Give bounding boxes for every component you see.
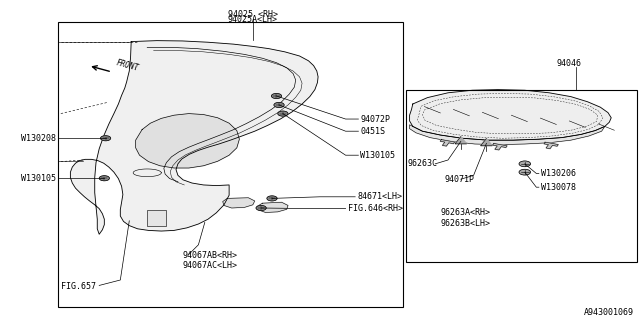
- Text: W130105: W130105: [21, 174, 56, 183]
- Polygon shape: [410, 125, 605, 145]
- Polygon shape: [410, 90, 611, 140]
- Circle shape: [100, 136, 111, 141]
- Text: 84671<LH>: 84671<LH>: [357, 192, 402, 201]
- Polygon shape: [493, 143, 507, 150]
- Polygon shape: [223, 198, 255, 208]
- Text: 94025A<LH>: 94025A<LH>: [228, 15, 278, 24]
- Bar: [147, 210, 166, 226]
- Text: 96263A<RH>: 96263A<RH>: [440, 208, 490, 217]
- Polygon shape: [136, 114, 239, 168]
- Circle shape: [278, 111, 288, 116]
- Polygon shape: [440, 140, 454, 146]
- Bar: [406, 90, 637, 262]
- Bar: [58, 22, 403, 307]
- Circle shape: [271, 93, 282, 99]
- Text: W130208: W130208: [21, 134, 56, 143]
- Polygon shape: [455, 137, 467, 144]
- Circle shape: [99, 176, 109, 181]
- Text: W130105: W130105: [360, 151, 396, 160]
- Polygon shape: [544, 142, 558, 149]
- Text: 94072P: 94072P: [360, 115, 390, 124]
- Text: 94067AC<LH>: 94067AC<LH>: [182, 261, 237, 270]
- Text: FIG.646<RH>: FIG.646<RH>: [348, 204, 403, 213]
- Text: W130078: W130078: [541, 183, 576, 192]
- Circle shape: [256, 205, 266, 211]
- Text: 94046: 94046: [557, 60, 582, 68]
- Polygon shape: [481, 139, 492, 146]
- Text: 94025 <RH>: 94025 <RH>: [228, 10, 278, 19]
- Text: 96263C: 96263C: [407, 159, 437, 168]
- Text: A943001069: A943001069: [584, 308, 634, 317]
- Circle shape: [519, 169, 531, 175]
- Circle shape: [274, 102, 284, 108]
- Polygon shape: [70, 41, 318, 234]
- Circle shape: [267, 196, 277, 201]
- Text: FIG.657: FIG.657: [61, 282, 96, 291]
- Text: 96263B<LH>: 96263B<LH>: [440, 219, 490, 228]
- Text: 94067AB<RH>: 94067AB<RH>: [182, 252, 237, 260]
- Text: 94071P: 94071P: [445, 175, 475, 184]
- Text: FRONT: FRONT: [115, 58, 140, 73]
- Text: 0451S: 0451S: [360, 127, 385, 136]
- Polygon shape: [257, 202, 288, 212]
- Text: W130206: W130206: [541, 169, 576, 178]
- Circle shape: [519, 161, 531, 167]
